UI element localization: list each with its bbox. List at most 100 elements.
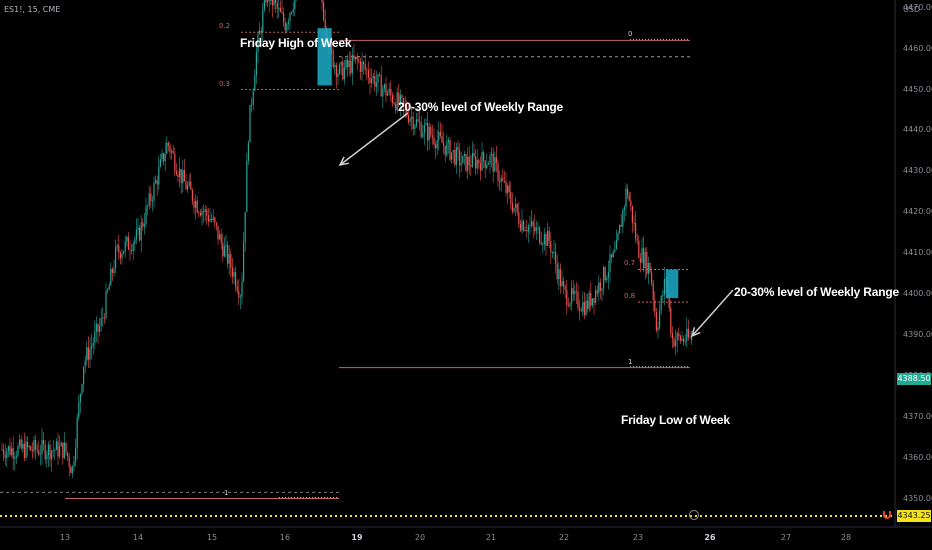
- candle-body: [635, 223, 637, 239]
- candle-body: [345, 59, 347, 68]
- candle-body: [643, 248, 645, 269]
- candle-body: [403, 98, 405, 106]
- candle-body: [470, 165, 472, 167]
- candle-body: [249, 105, 251, 143]
- highlight-zone: [317, 28, 332, 86]
- candle-body: [459, 150, 461, 166]
- x-tick-label: 23: [632, 533, 644, 542]
- candle-body: [651, 272, 653, 284]
- candle-body: [243, 242, 245, 282]
- fib-level-label: 1: [628, 357, 633, 366]
- candle-body: [110, 268, 112, 286]
- candle-body: [590, 292, 592, 306]
- annotation-weekly-range-2[interactable]: 20-30% level of Weekly Range: [734, 285, 899, 299]
- candle-body: [412, 116, 414, 130]
- candle-body: [38, 450, 40, 455]
- candle-body: [115, 247, 117, 269]
- candle-body: [177, 174, 179, 177]
- candle-body: [611, 254, 613, 258]
- candle-body: [577, 291, 579, 309]
- candle-body: [198, 212, 200, 214]
- candle-body: [356, 56, 358, 60]
- candle-body: [598, 282, 600, 294]
- candle-body: [676, 333, 678, 341]
- candle-body: [284, 22, 286, 31]
- symbol-label[interactable]: ES1!, 15, CME: [4, 5, 61, 14]
- candle-body: [652, 283, 654, 300]
- candle-body: [478, 160, 480, 164]
- candle-body: [145, 206, 147, 225]
- annotation-arrow: [339, 112, 409, 166]
- replay-icon[interactable]: [689, 510, 699, 520]
- candle-body: [563, 281, 565, 287]
- candle-body: [367, 70, 369, 78]
- annotation-friday-low[interactable]: Friday Low of Week: [621, 413, 730, 427]
- candle-body: [118, 245, 120, 253]
- candle-body: [516, 204, 518, 213]
- candle-body: [137, 227, 139, 231]
- highlight-zones: [317, 28, 679, 299]
- candle-body: [683, 338, 685, 342]
- candle-body: [92, 342, 94, 346]
- candle-body: [479, 163, 481, 171]
- candle-body: [174, 153, 176, 171]
- annotation-friday-high[interactable]: Friday High of Week: [240, 36, 352, 50]
- candle-body: [116, 245, 118, 248]
- candle-body: [606, 277, 608, 281]
- candle-body: [131, 250, 133, 252]
- candle-body: [225, 244, 227, 247]
- candle-body: [481, 152, 483, 171]
- candle-body: [371, 78, 373, 84]
- candle-body: [108, 285, 110, 290]
- candle-body: [51, 450, 53, 460]
- candle-body: [255, 51, 257, 76]
- reference-price-badge: 4343.25: [897, 510, 931, 522]
- candle-body: [195, 200, 197, 208]
- x-tick-label: 16: [279, 533, 291, 542]
- candle-body: [76, 417, 78, 448]
- candle-body: [374, 75, 376, 87]
- annotation-weekly-range-1[interactable]: 20-30% level of Weekly Range: [398, 100, 563, 114]
- candle-body: [271, 0, 273, 6]
- candle-body: [393, 102, 395, 104]
- candle-body: [340, 61, 342, 66]
- candle-body: [427, 123, 429, 141]
- y-tick-label: 4370.00: [903, 411, 932, 421]
- candle-body: [527, 225, 529, 232]
- candle-body: [219, 234, 221, 240]
- candle-body: [396, 92, 398, 111]
- candle-body: [579, 308, 581, 311]
- candle-body: [97, 324, 99, 332]
- magnet-icon[interactable]: [882, 510, 892, 520]
- candle-body: [372, 75, 374, 79]
- candle-body: [196, 200, 198, 213]
- candle-body: [491, 153, 493, 156]
- candle-body: [540, 242, 542, 245]
- candle-body: [601, 288, 603, 291]
- candle-body: [443, 143, 445, 146]
- candle-body: [467, 156, 469, 171]
- currency-label: USD: [903, 5, 921, 14]
- candle-body: [54, 450, 56, 451]
- candle-body: [633, 222, 635, 224]
- candle-body: [678, 333, 680, 337]
- candle-body: [52, 450, 54, 452]
- candle-body: [347, 59, 349, 68]
- candle-body: [294, 0, 296, 10]
- x-tick-label: 14: [132, 533, 144, 542]
- last-price-badge: 4388.50: [897, 373, 931, 385]
- candle-body: [150, 193, 152, 202]
- y-tick-label: 4390.00: [903, 329, 932, 339]
- candle-body: [507, 185, 509, 193]
- candle-body: [163, 153, 165, 162]
- candle-body: [257, 34, 259, 52]
- y-tick-label: 4400.00: [903, 289, 932, 298]
- candle-body: [246, 160, 248, 212]
- y-tick-label: 4430.00: [903, 166, 932, 176]
- candle-body: [231, 267, 233, 277]
- candle-body: [564, 286, 566, 290]
- candle-body: [283, 12, 285, 23]
- candle-body: [435, 144, 437, 149]
- candle-body: [503, 180, 505, 182]
